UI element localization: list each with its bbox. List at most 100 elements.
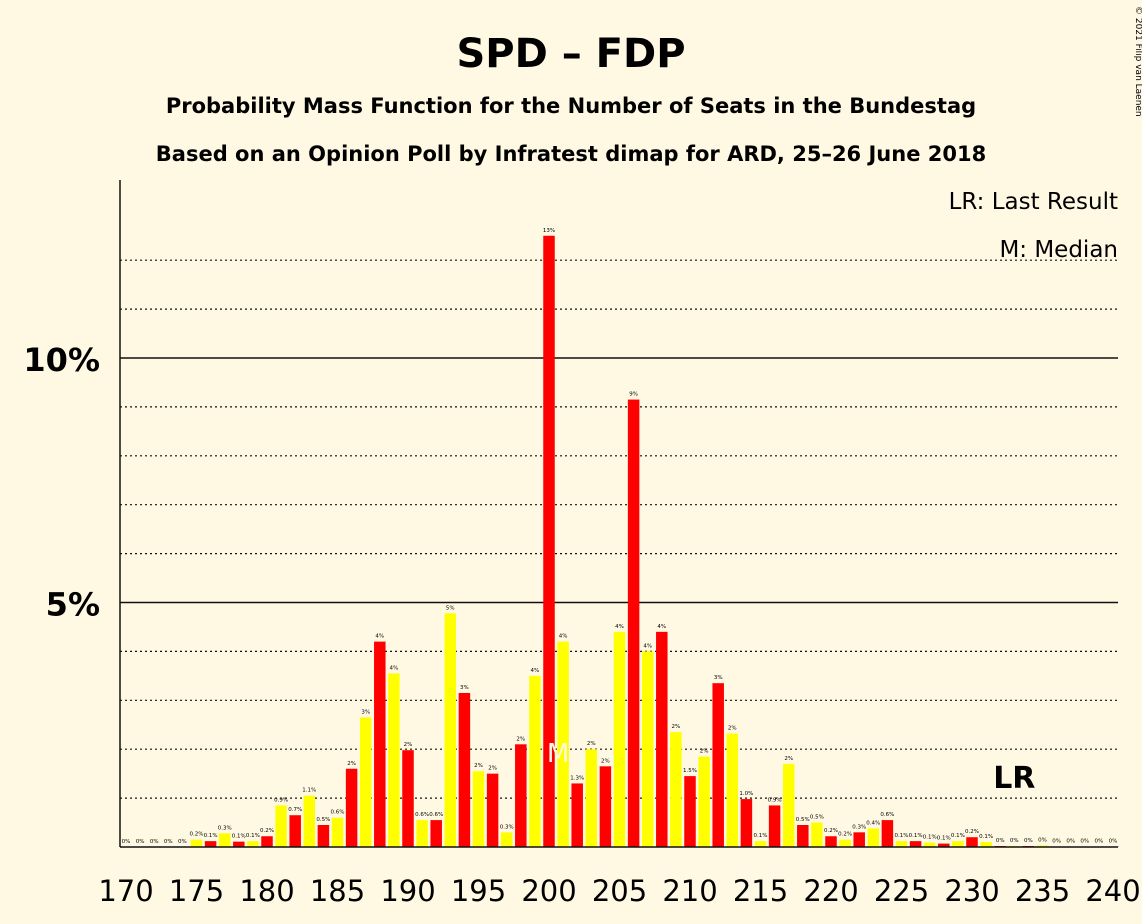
bar-label-seat-181: 0.9% xyxy=(274,797,288,803)
bar-label-seat-227: 0.1% xyxy=(923,835,937,841)
x-tick-label: 205 xyxy=(592,874,647,908)
bar-seat-212 xyxy=(712,683,724,847)
bar-seat-209 xyxy=(670,732,682,847)
bar-seat-207 xyxy=(641,651,654,847)
bar-label-seat-193: 5% xyxy=(446,605,455,611)
bar-label-seat-233: 0% xyxy=(1010,838,1019,844)
chart-subtitle-1: Probability Mass Function for the Number… xyxy=(166,94,976,118)
bar-seat-198 xyxy=(515,744,527,847)
bar-label-seat-194: 3% xyxy=(460,685,469,691)
bar-seat-178 xyxy=(233,841,245,847)
bar-seat-230 xyxy=(966,837,978,847)
bar-value-labels: 0% 0% 0% 0% 0%0.2% 0.1%0.3%0.1% 0.1%0.2%0.9%0.… xyxy=(122,228,1118,845)
bar-seat-206 xyxy=(627,399,640,847)
bar-label-seat-211: 2% xyxy=(700,749,709,755)
bar-label-seat-236: 0% xyxy=(1052,839,1061,845)
bar-seat-231 xyxy=(980,842,992,847)
median-marker: M xyxy=(547,739,569,769)
bar-seat-199 xyxy=(529,675,541,847)
bar-label-seat-229: 0.1% xyxy=(951,833,965,839)
bar-label-seat-190: 2% xyxy=(404,742,413,748)
legend-last-result: LR: Last Result xyxy=(949,189,1118,215)
bar-label-seat-216: 0.9% xyxy=(768,797,782,803)
bar-seat-205 xyxy=(613,631,626,847)
bar-seat-217 xyxy=(782,763,795,847)
x-tick-label: 225 xyxy=(874,874,929,908)
bar-seat-193 xyxy=(444,613,457,847)
bar-label-seat-226: 0.1% xyxy=(909,833,923,839)
bar-label-seat-239: 0% xyxy=(1095,839,1104,845)
y-tick-label: 5% xyxy=(46,586,100,624)
bar-seat-219 xyxy=(811,822,823,847)
bar-label-seat-209: 2% xyxy=(672,724,681,730)
bar-seat-190 xyxy=(402,750,414,847)
bar-seat-227 xyxy=(923,842,936,847)
bar-seat-175 xyxy=(190,839,203,847)
bar-seat-213 xyxy=(726,733,739,847)
bar-label-seat-187: 3% xyxy=(361,709,370,715)
bar-label-seat-172: 0% xyxy=(150,839,159,845)
bar-label-seat-197: 0.3% xyxy=(500,824,514,830)
x-tick-label: 180 xyxy=(239,874,294,908)
y-tick-label: 10% xyxy=(23,341,100,379)
bar-label-seat-237: 0% xyxy=(1066,839,1075,845)
bar-label-seat-205: 4% xyxy=(615,624,624,630)
bar-seat-195 xyxy=(472,771,485,847)
x-tick-label: 215 xyxy=(733,874,788,908)
bar-label-seat-228: 0.1% xyxy=(937,836,951,842)
bar-label-seat-173: 0% xyxy=(164,839,173,845)
bar-label-seat-199: 4% xyxy=(531,668,540,674)
bar-seat-229 xyxy=(952,841,964,847)
x-tick-label: 175 xyxy=(169,874,224,908)
bar-seat-177 xyxy=(218,833,231,847)
bar-label-seat-196: 2% xyxy=(488,766,497,772)
bar-label-seat-225: 0.1% xyxy=(895,833,909,839)
bar-label-seat-210: 1.5% xyxy=(683,768,697,774)
bar-seat-202 xyxy=(571,783,583,847)
bar-label-seat-221: 0.2% xyxy=(838,832,852,838)
bar-seat-176 xyxy=(204,841,217,847)
bar-seat-194 xyxy=(458,692,471,847)
bar-label-seat-234: 0% xyxy=(1024,838,1033,844)
bar-label-seat-204: 2% xyxy=(601,758,610,764)
bar-label-seat-179: 0.1% xyxy=(246,833,260,839)
bar-label-seat-188: 4% xyxy=(375,634,384,640)
bar-seat-186 xyxy=(345,768,358,847)
bar-label-seat-207: 4% xyxy=(643,643,652,649)
bar-label-seat-192: 0.6% xyxy=(429,812,443,818)
bar-series xyxy=(190,235,1119,847)
bar-seat-222 xyxy=(853,832,865,847)
bar-label-seat-206: 9% xyxy=(629,392,638,398)
bar-seat-181 xyxy=(275,805,287,847)
bar-seat-201 xyxy=(557,641,569,847)
bar-label-seat-177: 0.3% xyxy=(218,825,232,831)
bar-label-seat-186: 2% xyxy=(347,761,356,767)
bar-seat-187 xyxy=(359,717,372,847)
bar-seat-197 xyxy=(500,832,513,847)
bar-label-seat-178: 0.1% xyxy=(232,834,246,840)
bar-seat-185 xyxy=(331,817,344,847)
bar-label-seat-212: 3% xyxy=(714,675,723,681)
bar-label-seat-183: 1.1% xyxy=(302,788,316,794)
bar-label-seat-201: 4% xyxy=(559,634,568,640)
bar-seat-225 xyxy=(895,841,908,847)
bar-label-seat-231: 0.1% xyxy=(979,834,993,840)
x-tick-label: 200 xyxy=(521,874,576,908)
bar-label-seat-220: 0.2% xyxy=(824,828,838,834)
bar-label-seat-232: 0% xyxy=(996,838,1005,844)
bar-label-seat-174: 0% xyxy=(178,839,187,845)
bar-label-seat-203: 2% xyxy=(587,741,596,747)
bar-label-seat-202: 1.3% xyxy=(570,775,584,781)
bar-seat-179 xyxy=(247,841,259,847)
bar-label-seat-191: 0.6% xyxy=(415,812,429,818)
bar-label-seat-171: 0% xyxy=(136,839,145,845)
chart-subtitle-2: Based on an Opinion Poll by Infratest di… xyxy=(156,142,986,166)
bar-seat-211 xyxy=(698,756,710,847)
legend-median: M: Median xyxy=(999,237,1118,263)
bar-label-seat-214: 1.0% xyxy=(739,791,753,797)
bar-seat-226 xyxy=(909,841,922,847)
bar-seat-221 xyxy=(839,839,851,847)
bar-seat-189 xyxy=(388,673,400,847)
last-result-marker: LR xyxy=(993,761,1035,796)
bar-label-seat-182: 0.7% xyxy=(288,807,302,813)
